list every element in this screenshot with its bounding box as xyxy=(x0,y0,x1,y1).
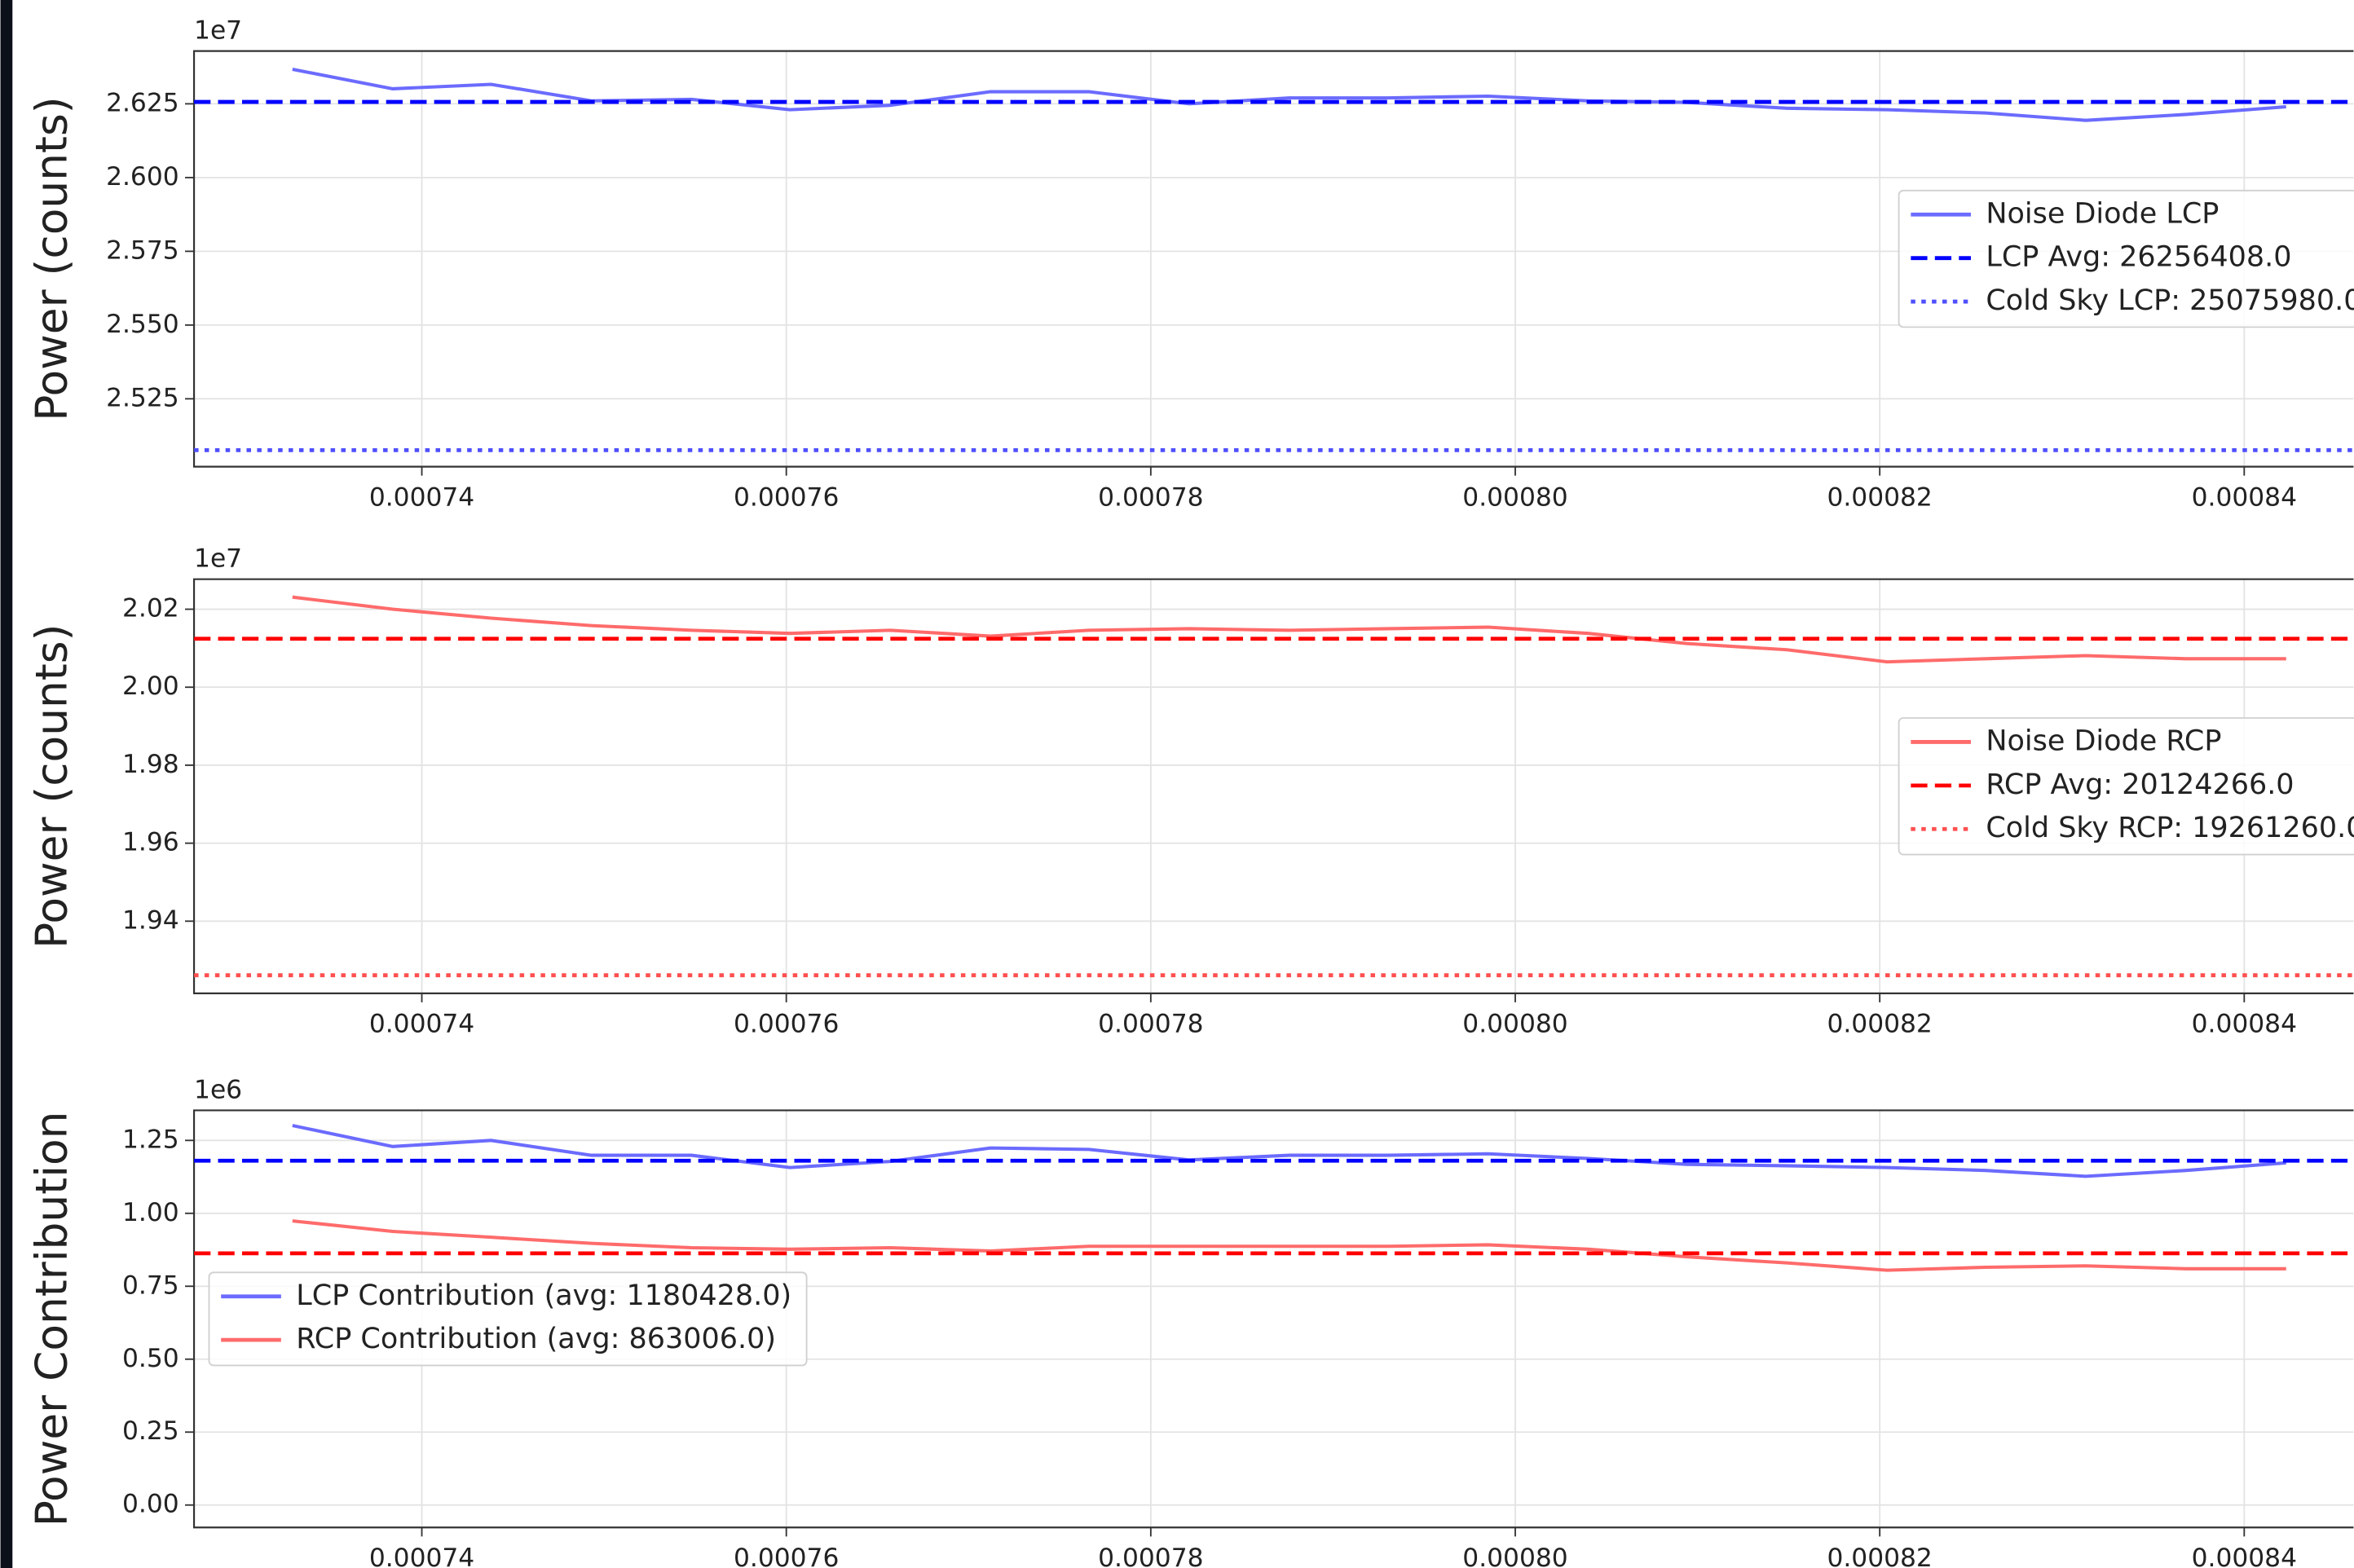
y-tick-label: 0.75 xyxy=(122,1271,179,1300)
x-tick-label: 0.00074 xyxy=(369,482,474,512)
y-tick-label: 1.00 xyxy=(122,1198,179,1227)
x-tick-label: 0.00084 xyxy=(2192,1010,2297,1039)
x-tick-label: 0.00082 xyxy=(1827,482,1932,512)
x-tick-label: 0.00076 xyxy=(734,482,839,512)
x-tick-label: 0.00084 xyxy=(2192,1544,2297,1568)
plot-area xyxy=(194,1124,2354,1272)
plot-area xyxy=(194,68,2354,452)
x-tick-label: 0.00080 xyxy=(1462,1010,1567,1039)
y-tick-label: 2.600 xyxy=(106,162,179,192)
y-tick-label: 2.525 xyxy=(106,383,179,412)
data-line xyxy=(292,595,2286,664)
x-tick-label: 0.00074 xyxy=(369,1010,474,1039)
x-tick-label: 0.00076 xyxy=(734,1010,839,1039)
legend-box xyxy=(1898,717,2354,856)
legend-label: Noise Diode RCP xyxy=(1986,725,2221,757)
x-tick-label: 0.00082 xyxy=(1827,1010,1932,1039)
x-tick-label: 0.00082 xyxy=(1827,1544,1932,1568)
y-tick-label: 0.50 xyxy=(122,1344,179,1373)
x-tick-label: 0.00078 xyxy=(1098,482,1203,512)
x-tick-label: 0.00078 xyxy=(1098,1544,1203,1568)
legend-label: Cold Sky LCP: 25075980.0 xyxy=(1986,284,2354,317)
subplot: 0.00074 0.00076 0.00078 0.00080 0.00082 0.000… xyxy=(25,16,2354,512)
legend-label: LCP Avg: 26256408.0 xyxy=(1986,241,2291,274)
y-tick-label: 2.00 xyxy=(122,672,179,701)
legend-label: Noise Diode LCP xyxy=(1986,197,2219,230)
x-tick-label: 0.00084 xyxy=(2192,482,2297,512)
data-line xyxy=(292,1124,2286,1178)
x-tick-label: 0.00078 xyxy=(1098,1010,1203,1039)
x-tick-label: 0.00080 xyxy=(1462,1544,1567,1568)
legend-label: LCP Contribution (avg: 1180428.0) xyxy=(296,1280,791,1312)
y-axis-label: Power (counts) xyxy=(25,624,77,949)
y-tick-label: 1.96 xyxy=(122,828,179,857)
legend: LCP Contribution (avg: 1180428.0) RCP Con… xyxy=(208,1271,808,1367)
y-tick-label: 1.94 xyxy=(122,905,179,935)
x-tick-label: 0.00080 xyxy=(1462,482,1567,512)
subplot: 0.00074 0.00076 0.00078 0.00080 0.00082 0.000… xyxy=(25,1076,2354,1568)
y-tick-label: 2.625 xyxy=(106,88,179,117)
plot-area xyxy=(194,595,2354,978)
legend: Noise Diode RCP RCP Avg: 20124266.0 Cold S… xyxy=(1898,717,2354,856)
y-tick-label: 1.25 xyxy=(122,1125,179,1154)
data-line xyxy=(292,68,2286,122)
y-tick-label: 2.02 xyxy=(122,594,179,623)
left-edge-strip xyxy=(0,0,13,1568)
axes-frame xyxy=(192,50,2354,468)
y-tick-label: 2.575 xyxy=(106,236,179,265)
axes-frame xyxy=(192,578,2354,994)
legend-box xyxy=(1898,189,2354,328)
y-tick-label: 0.00 xyxy=(122,1490,179,1519)
legend-label: Cold Sky RCP: 19261260.0 xyxy=(1986,812,2354,844)
y-tick-label: 2.550 xyxy=(106,310,179,339)
offset-text: 1e7 xyxy=(194,16,242,46)
y-axis-label: Power Contribution xyxy=(25,1111,77,1526)
subplot: 0.00074 0.00076 0.00078 0.00080 0.00082 0.000… xyxy=(25,544,2354,1039)
x-tick-label: 0.00074 xyxy=(369,1544,474,1568)
y-axis-label: Power (counts) xyxy=(25,96,77,421)
offset-text: 1e6 xyxy=(194,1076,242,1105)
legend: Noise Diode LCP LCP Avg: 26256408.0 Cold S… xyxy=(1898,189,2354,328)
y-tick-label: 1.98 xyxy=(122,750,179,779)
axes-frame xyxy=(192,1109,2354,1529)
legend-label: RCP Avg: 20124266.0 xyxy=(1986,769,2294,801)
legend-box xyxy=(208,1271,808,1367)
y-tick-label: 0.25 xyxy=(122,1416,179,1446)
legend-label: RCP Contribution (avg: 863006.0) xyxy=(296,1323,776,1355)
data-line xyxy=(292,1219,2286,1272)
x-tick-label: 0.00076 xyxy=(734,1544,839,1568)
offset-text: 1e7 xyxy=(194,544,242,574)
